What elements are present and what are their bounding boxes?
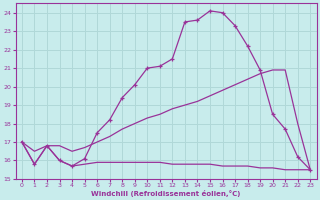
X-axis label: Windchill (Refroidissement éolien,°C): Windchill (Refroidissement éolien,°C) (92, 190, 241, 197)
